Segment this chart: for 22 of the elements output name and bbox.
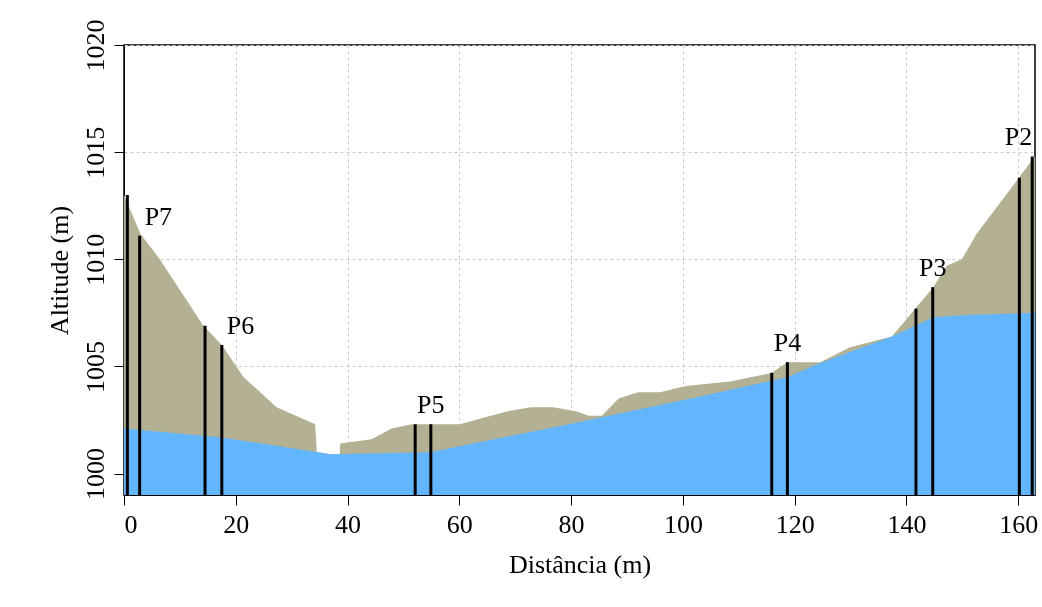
x-tick-label: 60 bbox=[446, 509, 473, 539]
y-tick-label: 1020 bbox=[80, 19, 110, 72]
x-tick-label: 40 bbox=[335, 509, 362, 539]
annotation: P4 bbox=[773, 328, 802, 358]
annotation: P3 bbox=[918, 253, 947, 283]
x-tick-label: 20 bbox=[223, 509, 250, 539]
y-tick-label: 1015 bbox=[80, 126, 110, 179]
annotation: P2 bbox=[1004, 122, 1033, 152]
annotation: P7 bbox=[144, 201, 173, 231]
x-tick-label: 120 bbox=[775, 509, 815, 539]
annotation: P5 bbox=[417, 390, 445, 420]
y-tick-label: 1005 bbox=[80, 340, 110, 393]
y-tick-label: 1010 bbox=[80, 233, 110, 286]
x-axis-title: Distância (m) bbox=[508, 549, 652, 579]
x-tick-label: 160 bbox=[999, 509, 1039, 539]
y-tick-label: 1000 bbox=[80, 448, 110, 501]
y-axis-title: Altitude (m) bbox=[44, 205, 74, 336]
x-tick-label: 80 bbox=[558, 509, 585, 539]
x-tick-label: 0 bbox=[124, 509, 138, 539]
annotation: P6 bbox=[226, 311, 255, 340]
x-tick-label: 100 bbox=[663, 509, 703, 539]
x-tick-label: 140 bbox=[887, 509, 927, 539]
